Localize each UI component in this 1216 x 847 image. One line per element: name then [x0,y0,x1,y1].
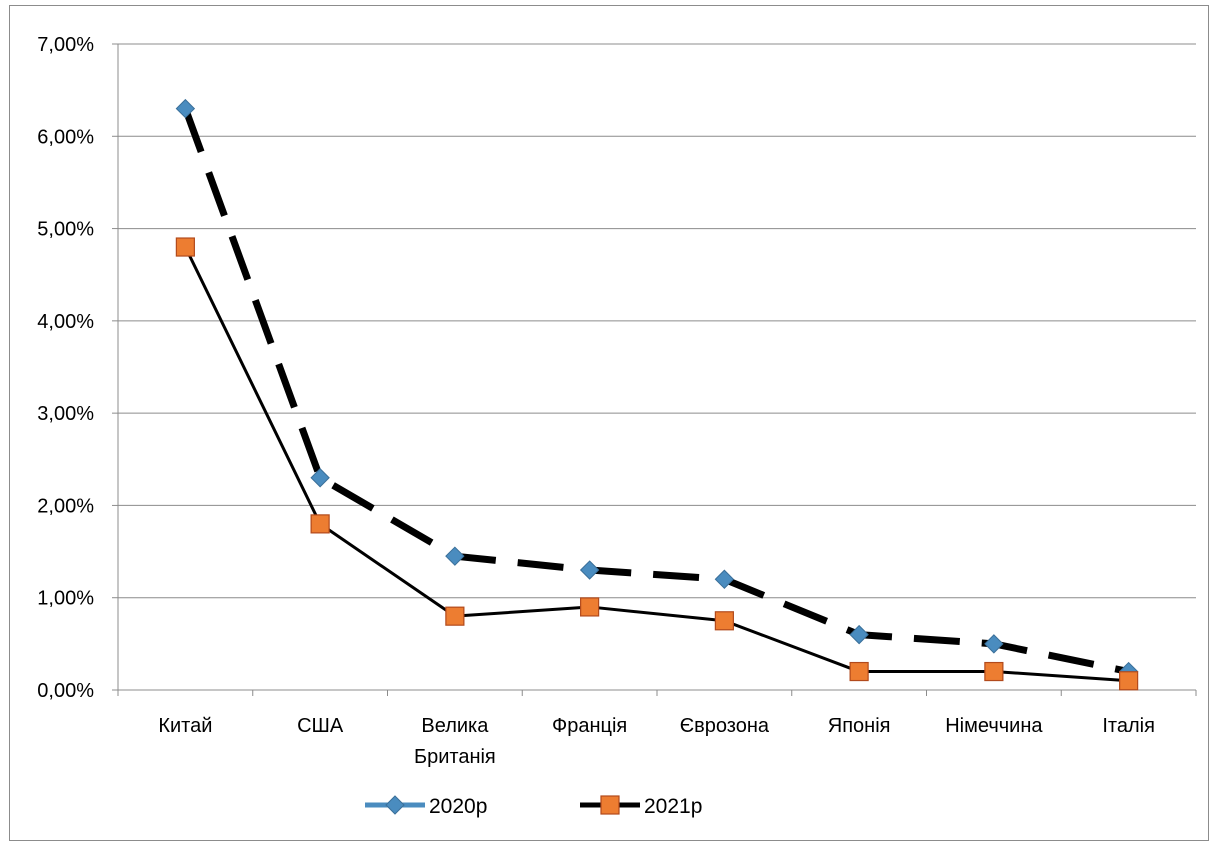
series-0-point-4 [714,569,735,589]
series-0-point-6 [984,634,1004,654]
x-tick-label: Франція [552,715,627,737]
y-tick-label: 1,00% [37,588,94,610]
x-tick-label: Єврозона [680,715,770,737]
series-lines [175,98,1139,691]
series-1-point-7 [1119,671,1139,691]
legend-label-1: 2021р [644,795,702,818]
series-0-point-3 [579,560,600,580]
series-line-1 [184,246,1129,683]
gridlines [118,43,1196,599]
y-tick-label: 4,00% [37,311,94,333]
x-tick-label: Італія [1102,715,1155,737]
series-1-point-3 [580,597,600,617]
series-1-point-6 [984,661,1004,682]
series-1-point-1 [310,514,330,534]
series-0-point-5 [849,624,869,645]
x-tick-label: Німеччина [945,715,1043,737]
axes: 0,00% 1,00% 2,00% 3,00% 4,00% 5,00% 6,00% 7,00%… [37,34,1197,768]
legend-label-0: 2020р [429,795,487,818]
y-tick-label: 3,00% [37,403,94,425]
x-tick-label: Велика Британія [414,715,496,768]
series-1-point-5 [849,661,869,682]
chart-area [9,5,1209,841]
legend-marker-0 [385,795,405,815]
series-line-0 [182,107,1130,675]
y-tick-label: 6,00% [37,126,94,148]
x-tick-label: США [297,715,344,737]
series-0-point-0 [175,98,196,119]
x-tick-label: Японія [828,715,891,737]
y-tick-label: 7,00% [37,34,94,56]
legend: 2020р 2021р [365,795,702,818]
series-1-point-0 [175,237,195,257]
series-0-point-1 [310,468,330,488]
series-1-point-2 [445,606,465,626]
y-tick-label: 0,00% [37,680,94,702]
series-0-point-2 [445,546,465,566]
y-tick-label: 2,00% [37,495,94,517]
series-1-point-4 [714,611,734,631]
y-tick-label: 5,00% [37,219,94,241]
legend-marker-1 [600,795,620,815]
x-tick-label: Китай [158,715,212,737]
